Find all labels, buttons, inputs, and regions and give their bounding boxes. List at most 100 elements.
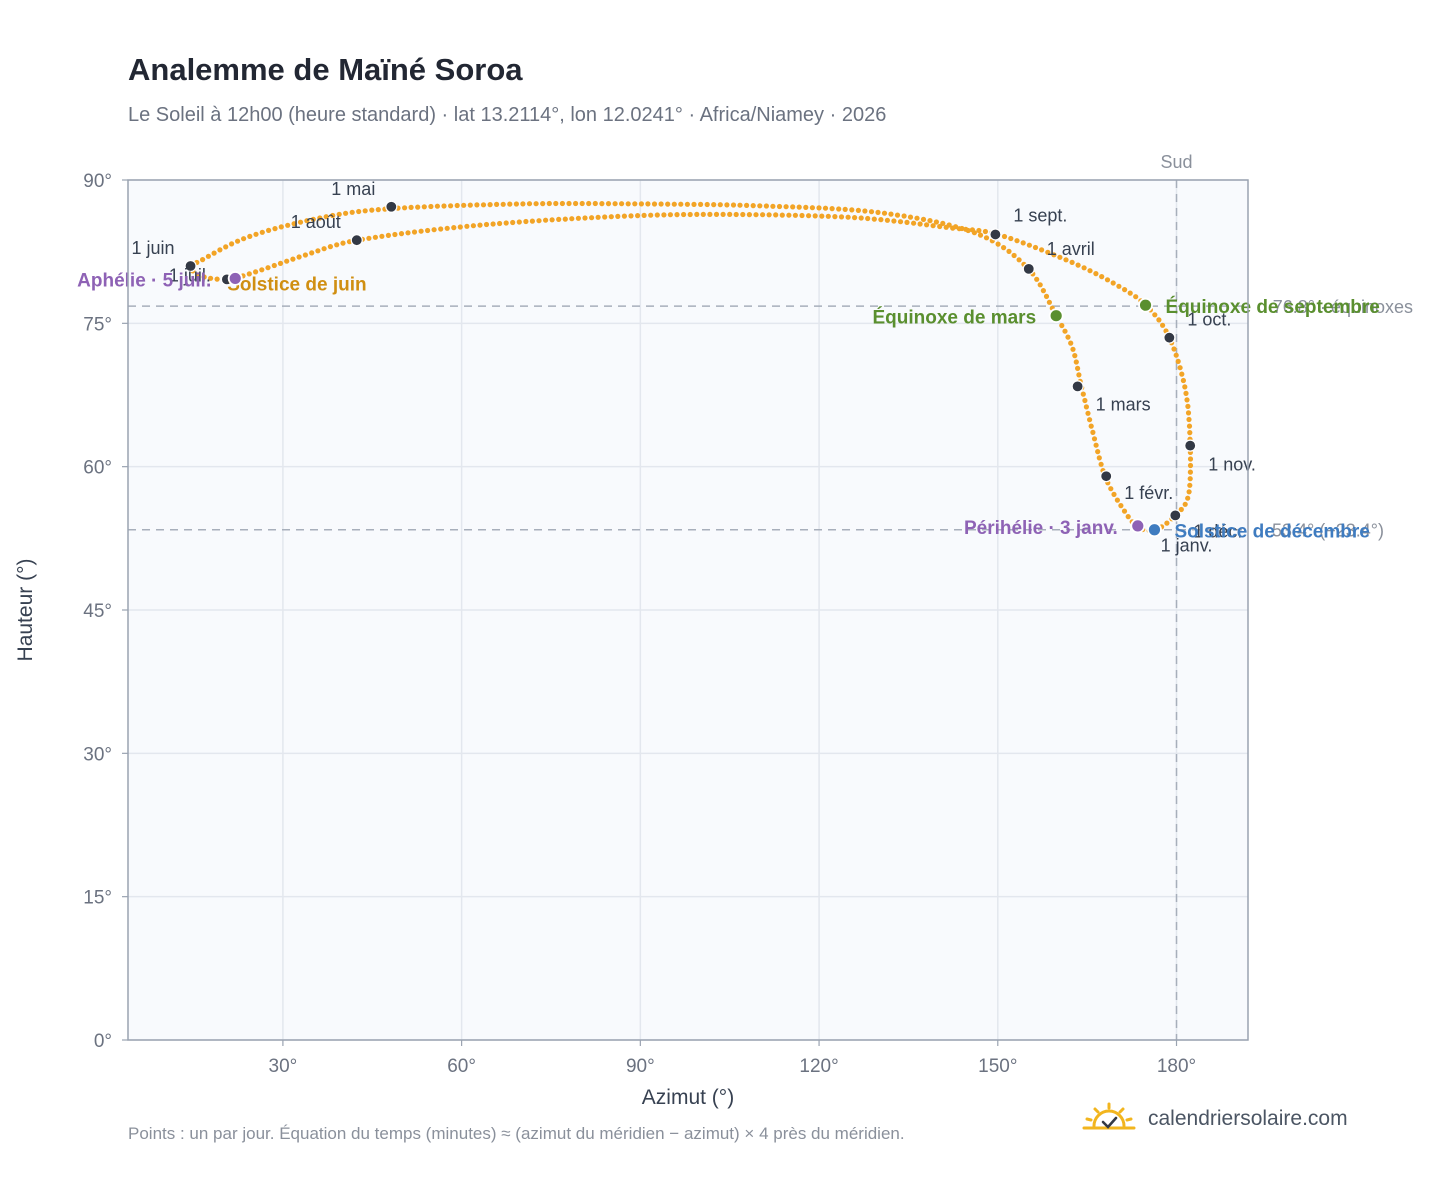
day-point	[556, 216, 562, 222]
day-point	[1177, 365, 1183, 371]
day-point	[266, 227, 272, 233]
day-point	[421, 204, 427, 210]
day-point	[1006, 248, 1012, 254]
day-point	[917, 221, 923, 227]
day-point	[586, 200, 592, 207]
day-point	[336, 211, 342, 217]
brand[interactable]: calendriersolaire.com	[1082, 1102, 1348, 1136]
day-point	[875, 209, 881, 215]
day-point	[398, 231, 405, 237]
day-point	[200, 257, 206, 263]
day-point	[684, 201, 691, 207]
day-point	[956, 226, 962, 232]
day-point	[1186, 423, 1193, 429]
day-point	[330, 212, 336, 219]
special-point-label: Équinoxe de mars	[872, 307, 1036, 329]
day-point	[641, 212, 647, 218]
day-point	[888, 211, 894, 217]
december-solstice-altitude-label: 53.4° (−23.4°)	[1272, 521, 1384, 541]
day-point	[855, 207, 862, 213]
day-point	[1125, 514, 1131, 520]
day-point	[1072, 353, 1078, 359]
y-tick-label: 45°	[83, 601, 112, 622]
day-point	[579, 200, 585, 207]
day-point	[217, 247, 223, 253]
day-point	[871, 216, 877, 222]
day-point	[615, 213, 621, 219]
day-point	[1068, 340, 1074, 346]
day-point	[1187, 482, 1193, 488]
day-point	[201, 274, 207, 280]
day-point	[272, 226, 278, 232]
day-point	[632, 201, 638, 207]
special-point-apsis	[1130, 518, 1146, 534]
day-point	[790, 204, 796, 210]
day-point	[1062, 328, 1068, 334]
day-point	[599, 201, 605, 207]
day-point	[372, 234, 378, 240]
brand-name: calendriersolaire.com	[1148, 1107, 1348, 1130]
day-point	[1087, 268, 1093, 274]
day-point	[284, 258, 290, 264]
day-point	[868, 209, 875, 215]
day-point	[904, 219, 910, 225]
month-marker	[989, 228, 1002, 241]
day-point	[845, 214, 851, 220]
day-point	[451, 225, 457, 231]
day-point	[1090, 429, 1096, 435]
day-point	[1185, 495, 1191, 501]
day-point	[1187, 456, 1194, 462]
day-point	[444, 225, 450, 231]
day-point	[1179, 371, 1185, 377]
day-point	[619, 201, 625, 207]
x-tick-label: 150°	[978, 1056, 1017, 1077]
day-point	[1075, 365, 1081, 371]
month-marker-label: 1 août	[291, 212, 341, 232]
day-point	[464, 223, 470, 229]
day-point	[1011, 252, 1017, 259]
day-point	[1122, 287, 1128, 293]
month-marker-label: 1 juil.	[169, 265, 211, 285]
day-point	[340, 240, 346, 246]
month-marker-label: 1 janv.	[1161, 536, 1213, 556]
day-point	[667, 212, 674, 218]
day-point	[1059, 322, 1065, 329]
day-point	[924, 222, 930, 228]
day-point	[375, 207, 381, 213]
day-point	[976, 227, 982, 234]
day-point	[477, 222, 483, 228]
day-point	[1020, 240, 1026, 246]
day-point	[487, 202, 493, 208]
day-point	[783, 204, 789, 210]
day-point	[454, 202, 460, 209]
day-point	[891, 218, 897, 224]
day-point	[369, 207, 375, 213]
day-point	[1152, 312, 1158, 318]
day-point	[428, 203, 434, 210]
special-point-apsis	[227, 271, 243, 286]
day-point	[678, 201, 684, 207]
day-point	[1057, 254, 1063, 260]
y-axis-label: Hauteur (°)	[14, 559, 37, 662]
day-point	[1008, 235, 1014, 242]
day-point	[943, 224, 949, 230]
day-point	[832, 214, 838, 220]
reference-lines: Sud 76.8° · équinoxes 53.4° (−23.4°)	[128, 152, 1413, 1040]
day-point	[608, 214, 614, 220]
equinox-altitude-label: 76.8° · équinoxes	[1273, 297, 1413, 317]
day-point	[776, 203, 783, 210]
day-point	[858, 215, 864, 221]
day-point	[773, 212, 779, 218]
y-tick-label: 15°	[83, 888, 112, 909]
day-point	[467, 202, 473, 208]
month-marker	[1163, 331, 1176, 344]
day-point	[553, 200, 559, 207]
special-point-label: Équinoxe de septembre	[1166, 296, 1380, 318]
footnote: Points : un par jour. Équation du temps …	[128, 1124, 905, 1143]
day-point	[1001, 245, 1007, 251]
day-point	[1187, 469, 1193, 475]
day-point	[1082, 397, 1088, 404]
day-point	[302, 252, 308, 258]
y-tick-label: 60°	[83, 458, 112, 479]
